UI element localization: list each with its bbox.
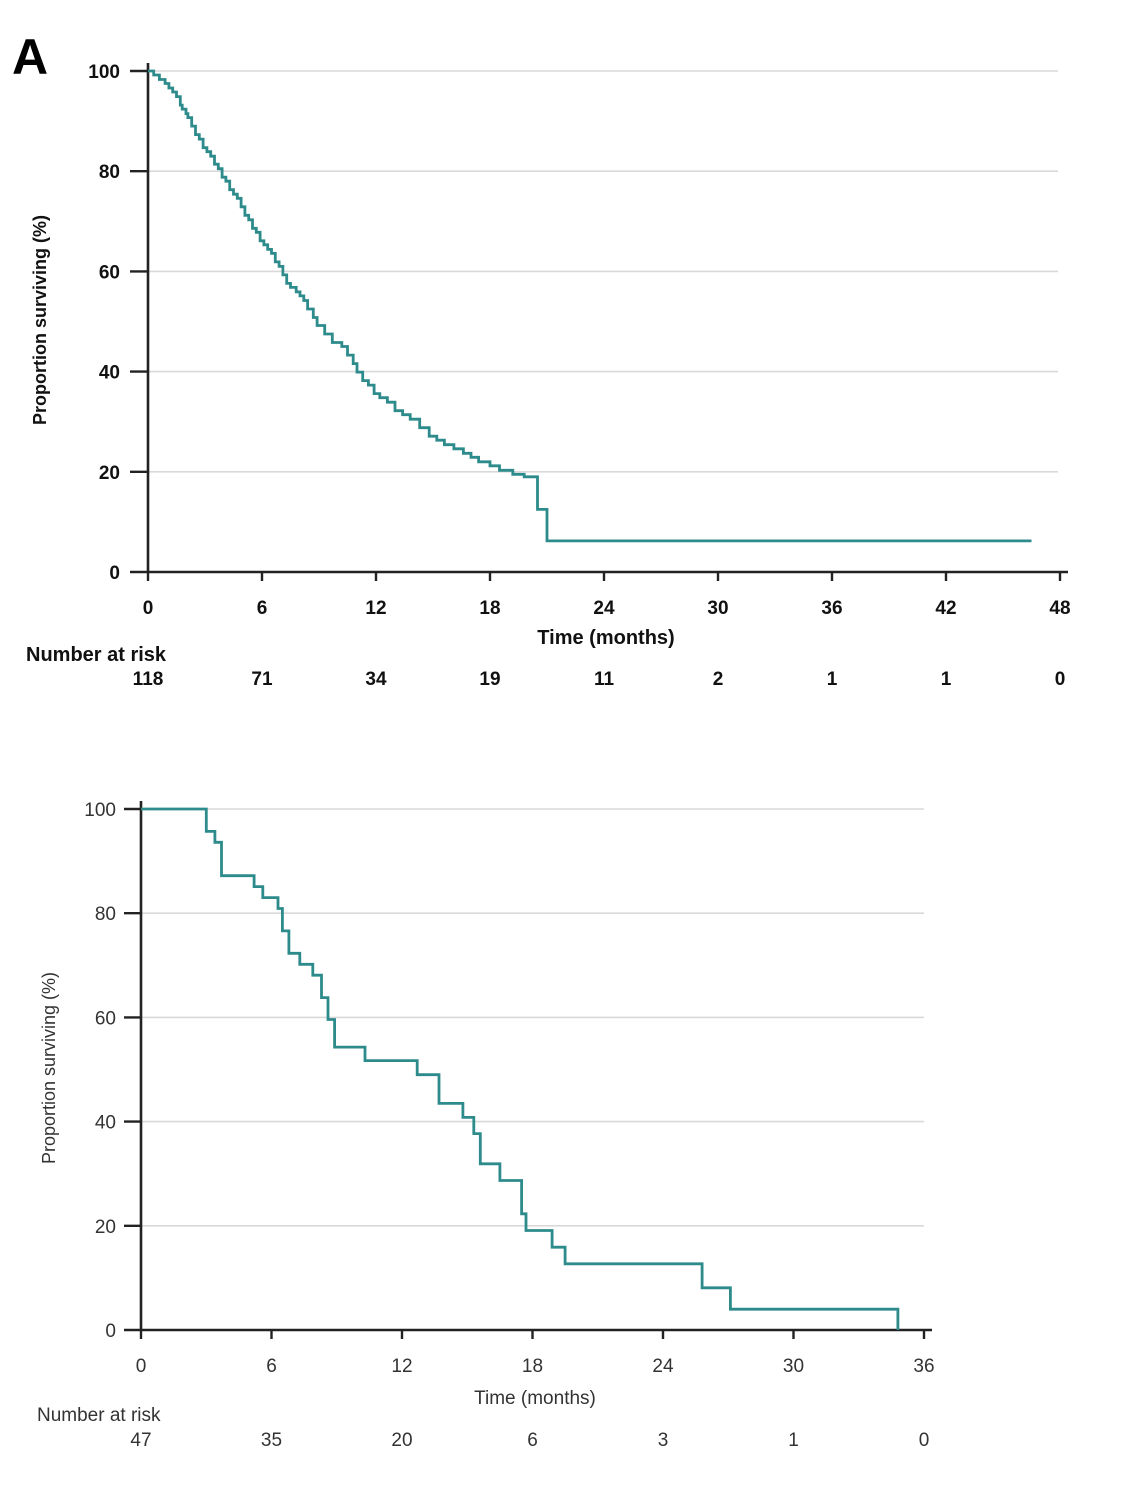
y-tick-label-1: 20 xyxy=(95,1217,116,1238)
x-tick-label-6: 36 xyxy=(821,598,842,619)
x-tick-label-2: 12 xyxy=(365,598,386,619)
x-tick-label-3: 18 xyxy=(479,598,500,619)
risk-count-1: 71 xyxy=(251,669,273,690)
x-tick-label-4: 24 xyxy=(593,598,615,619)
x-tick-label-4: 24 xyxy=(652,1356,674,1377)
y-tick-label-2: 40 xyxy=(95,1113,116,1134)
y-tick-label-0: 0 xyxy=(109,563,120,584)
risk-count-7: 1 xyxy=(941,669,952,690)
x-axis-title: Time (months) xyxy=(537,627,674,649)
risk-count-4: 11 xyxy=(594,669,615,690)
y-tick-label-5: 100 xyxy=(84,800,116,821)
risk-table-title: Number at risk xyxy=(26,644,167,666)
risk-count-2: 20 xyxy=(391,1430,412,1451)
y-tick-label-1: 20 xyxy=(99,463,120,484)
y-tick-label-3: 60 xyxy=(99,262,120,283)
y-tick-label-4: 80 xyxy=(95,904,116,925)
risk-count-6: 1 xyxy=(827,669,838,690)
x-tick-label-1: 6 xyxy=(266,1356,277,1377)
panel-label-a: A xyxy=(12,29,48,85)
y-axis-title: Proportion surviving (%) xyxy=(30,215,50,425)
survival-curve-0 xyxy=(141,807,900,1330)
y-tick-label-4: 80 xyxy=(99,162,120,183)
risk-count-4: 3 xyxy=(658,1430,669,1451)
x-tick-label-5: 30 xyxy=(783,1356,804,1377)
x-tick-label-6: 36 xyxy=(913,1356,934,1377)
x-tick-label-1: 6 xyxy=(257,598,268,619)
x-tick-label-7: 42 xyxy=(935,598,956,619)
survival-curve-0 xyxy=(148,69,1032,543)
risk-count-3: 19 xyxy=(479,669,500,690)
y-tick-label-3: 60 xyxy=(95,1008,116,1029)
risk-count-2: 34 xyxy=(365,669,387,690)
risk-count-6: 0 xyxy=(919,1430,930,1451)
risk-count-3: 6 xyxy=(527,1430,538,1451)
risk-count-5: 2 xyxy=(713,669,724,690)
risk-count-1: 35 xyxy=(261,1430,282,1451)
risk-table-title: Number at risk xyxy=(37,1405,161,1426)
x-axis-title: Time (months) xyxy=(474,1388,596,1409)
risk-count-0: 47 xyxy=(130,1430,151,1451)
x-tick-label-2: 12 xyxy=(391,1356,412,1377)
x-tick-label-5: 30 xyxy=(707,598,728,619)
y-axis-title: Proportion surviving (%) xyxy=(39,972,59,1164)
y-tick-label-5: 100 xyxy=(88,62,120,83)
x-tick-label-8: 48 xyxy=(1049,598,1070,619)
risk-count-8: 0 xyxy=(1055,669,1066,690)
x-tick-label-3: 18 xyxy=(522,1356,543,1377)
y-tick-label-2: 40 xyxy=(99,363,120,384)
y-tick-label-0: 0 xyxy=(105,1321,116,1342)
x-tick-label-0: 0 xyxy=(143,598,154,619)
risk-count-5: 1 xyxy=(788,1430,799,1451)
x-tick-label-0: 0 xyxy=(136,1356,147,1377)
risk-count-0: 118 xyxy=(133,669,164,690)
